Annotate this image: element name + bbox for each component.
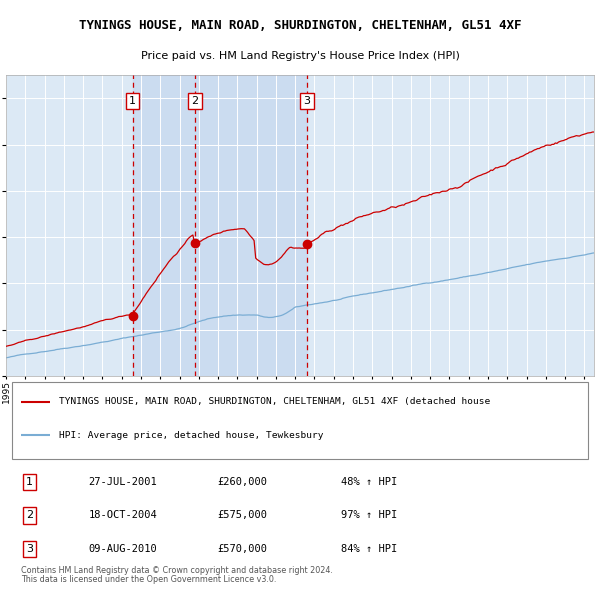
Text: 1: 1 [129, 96, 136, 106]
Text: 3: 3 [304, 96, 310, 106]
Text: TYNINGS HOUSE, MAIN ROAD, SHURDINGTON, CHELTENHAM, GL51 4XF: TYNINGS HOUSE, MAIN ROAD, SHURDINGTON, C… [79, 19, 521, 32]
Text: 2: 2 [191, 96, 199, 106]
Text: £570,000: £570,000 [218, 544, 268, 553]
FancyBboxPatch shape [12, 382, 588, 459]
Text: HPI: Average price, detached house, Tewkesbury: HPI: Average price, detached house, Tewk… [59, 431, 323, 440]
Text: 18-OCT-2004: 18-OCT-2004 [88, 510, 157, 520]
Text: Price paid vs. HM Land Registry's House Price Index (HPI): Price paid vs. HM Land Registry's House … [140, 51, 460, 61]
Text: 3: 3 [26, 544, 33, 553]
Text: 09-AUG-2010: 09-AUG-2010 [88, 544, 157, 553]
Bar [133, 76, 195, 376]
Text: This data is licensed under the Open Government Licence v3.0.: This data is licensed under the Open Gov… [21, 575, 276, 585]
Text: 84% ↑ HPI: 84% ↑ HPI [341, 544, 397, 553]
Bar [195, 76, 307, 376]
Text: £260,000: £260,000 [218, 477, 268, 487]
Text: 1: 1 [26, 477, 33, 487]
Text: 97% ↑ HPI: 97% ↑ HPI [341, 510, 397, 520]
Text: 2: 2 [26, 510, 33, 520]
Text: 48% ↑ HPI: 48% ↑ HPI [341, 477, 397, 487]
Text: Contains HM Land Registry data © Crown copyright and database right 2024.: Contains HM Land Registry data © Crown c… [21, 566, 332, 575]
Text: TYNINGS HOUSE, MAIN ROAD, SHURDINGTON, CHELTENHAM, GL51 4XF (detached house: TYNINGS HOUSE, MAIN ROAD, SHURDINGTON, C… [59, 398, 490, 407]
Text: 27-JUL-2001: 27-JUL-2001 [88, 477, 157, 487]
Text: £575,000: £575,000 [218, 510, 268, 520]
